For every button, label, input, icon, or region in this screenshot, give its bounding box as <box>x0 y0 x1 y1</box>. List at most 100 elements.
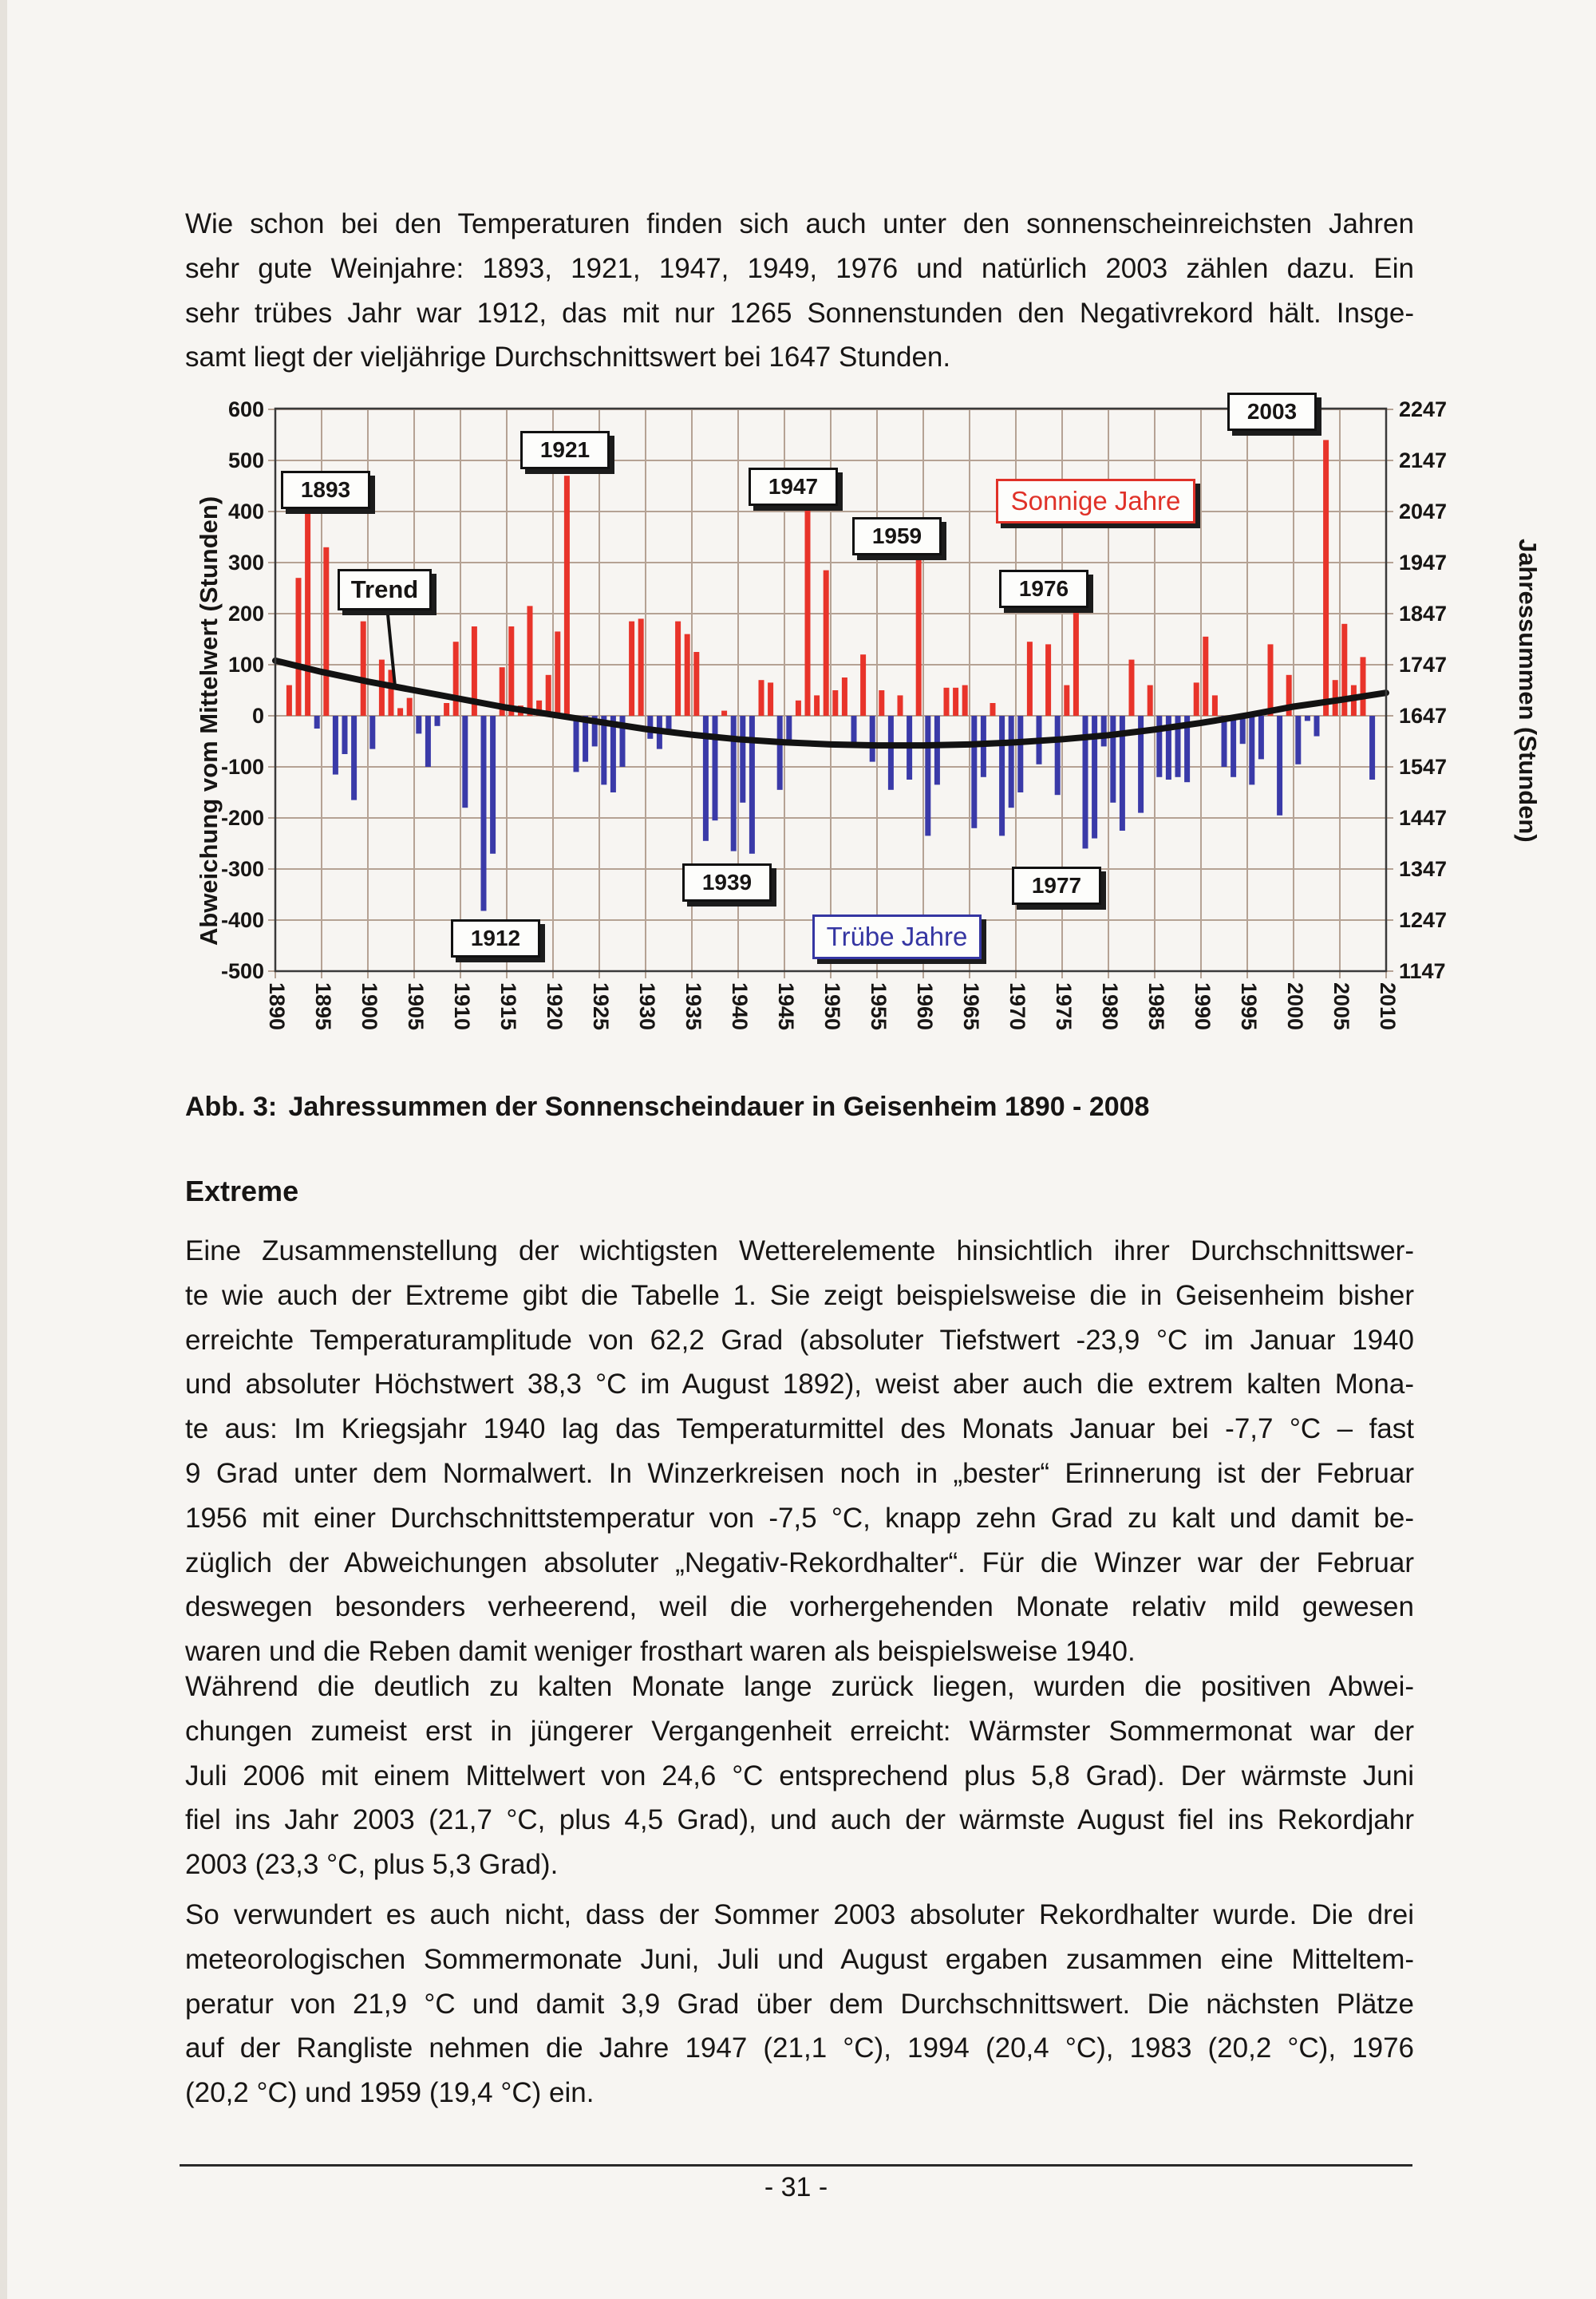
bar-1892 <box>295 578 302 716</box>
bar-1963 <box>953 687 959 716</box>
bar-1941 <box>749 716 755 854</box>
x-tick-1935: 1935 <box>681 982 705 1031</box>
y-axis-left-title: Abweichung vom Mittelwert (Stunden) <box>195 496 223 946</box>
x-tick-1905: 1905 <box>404 982 428 1031</box>
body-paragraph-extreme: Eine Zusammenstellung der wichtigsten We… <box>185 1229 1414 1674</box>
bar-1938 <box>721 710 728 716</box>
bar-1897 <box>342 716 348 754</box>
bar-1970 <box>1017 716 1024 792</box>
bar-1971 <box>1026 642 1033 716</box>
y-tick-right-1147: 1147 <box>1399 959 1446 983</box>
bar-2000 <box>1295 716 1302 764</box>
bar-1998 <box>1277 716 1283 816</box>
annotation-year-1893: 1893 <box>281 471 370 509</box>
y-tick-left--500: -500 <box>220 959 264 983</box>
bar-1950 <box>832 690 839 716</box>
x-tick-1955: 1955 <box>867 982 891 1031</box>
x-tick-1985: 1985 <box>1144 982 1168 1031</box>
bar-1915 <box>508 626 515 716</box>
bar-1965 <box>971 716 978 828</box>
bar-1919 <box>545 674 551 716</box>
bar-1948 <box>814 695 820 716</box>
text-line: und absoluter Höchstwert 38,3 °C im Augu… <box>185 1369 1414 1400</box>
y-tick-right-1347: 1347 <box>1399 857 1448 881</box>
body-paragraph-summer-2003: So verwundert es auch nicht, dass der So… <box>185 1893 1414 2115</box>
y-tick-right-1447: 1447 <box>1399 806 1448 830</box>
bar-1946 <box>795 700 801 716</box>
bar-1924 <box>591 716 598 747</box>
bar-1940 <box>740 716 746 803</box>
bar-1939 <box>730 716 737 851</box>
x-tick-1990: 1990 <box>1191 982 1215 1031</box>
section-heading-extreme: Extreme <box>185 1175 299 1207</box>
bar-1986 <box>1165 716 1171 780</box>
bar-2002 <box>1314 716 1320 737</box>
bar-1964 <box>962 685 968 716</box>
figure-caption-number: Abb. 3: <box>185 1092 278 1122</box>
bar-1951 <box>841 677 847 716</box>
footer-rule <box>180 2164 1412 2167</box>
bar-1943 <box>768 682 774 716</box>
bar-1898 <box>351 716 358 800</box>
x-tick-2010: 2010 <box>1376 982 1400 1031</box>
bar-1932 <box>666 716 672 732</box>
x-tick-1945: 1945 <box>774 982 798 1031</box>
bar-1904 <box>406 697 413 716</box>
y-tick-left-300: 300 <box>227 551 264 575</box>
text-line: Wie schon bei den Temperaturen finden si… <box>185 208 1414 239</box>
text-line: züglich der Abweichungen absoluter „Nega… <box>185 1546 1414 1578</box>
bar-1905 <box>416 716 422 734</box>
bar-1960 <box>925 716 931 836</box>
text-line: 2003 (23,3 °C, plus 5,3 Grad). <box>185 1849 559 1881</box>
bar-1969 <box>1008 716 1014 808</box>
legend-cloudy-years: Trübe Jahre <box>812 914 982 959</box>
x-tick-1980: 1980 <box>1098 982 1122 1031</box>
body-paragraph-warm-months: Während die deutlich zu kalten Monate la… <box>185 1665 1414 1887</box>
bar-1989 <box>1193 682 1199 716</box>
annotation-year-1939: 1939 <box>682 863 772 902</box>
y-tick-left-400: 400 <box>227 500 264 523</box>
bar-1926 <box>610 716 616 792</box>
bar-1983 <box>1138 716 1144 813</box>
bar-1936 <box>702 716 709 841</box>
bar-1894 <box>314 716 320 729</box>
bar-2005 <box>1341 623 1348 716</box>
bar-1907 <box>434 716 440 726</box>
text-line: 1956 mit einer Durchschnittstemperatur v… <box>185 1502 1414 1534</box>
annotation-year-1959: 1959 <box>852 517 942 555</box>
bar-2008 <box>1369 716 1376 780</box>
bar-1952 <box>851 716 857 747</box>
text-line: samt liegt der vieljährige Durchschnitts… <box>185 342 951 373</box>
bar-1933 <box>675 621 681 716</box>
y-tick-right-1547: 1547 <box>1399 755 1448 779</box>
x-tick-1970: 1970 <box>1005 982 1029 1031</box>
x-tick-1975: 1975 <box>1052 982 1076 1031</box>
figure-caption-text: Jahressummen der Sonnenscheindauer in Ge… <box>288 1092 1150 1122</box>
bar-1984 <box>1147 685 1153 716</box>
bar-1937 <box>712 716 718 821</box>
y-tick-left-100: 100 <box>227 653 264 677</box>
bar-1925 <box>601 716 607 785</box>
x-tick-1920: 1920 <box>543 982 567 1031</box>
bar-2001 <box>1304 716 1310 721</box>
bar-1947 <box>804 508 811 716</box>
annotation-year-1912: 1912 <box>451 919 540 958</box>
bar-1959 <box>915 555 922 716</box>
bar-1949 <box>823 570 829 716</box>
plot-border <box>274 407 1388 973</box>
y-tick-right-1647: 1647 <box>1399 704 1448 728</box>
x-tick-1910: 1910 <box>450 982 474 1031</box>
bar-1973 <box>1045 644 1052 716</box>
bar-1918 <box>536 700 543 716</box>
bar-1902 <box>388 670 394 716</box>
text-line: sehr gute Weinjahre: 1893, 1921, 1947, 1… <box>185 252 1414 284</box>
page-number: - 31 - <box>764 2172 828 2202</box>
trend-line <box>272 657 1389 749</box>
text-line: peratur von 21,9 °C und damit 3,9 Grad ü… <box>185 1988 1414 2020</box>
bar-1995 <box>1249 716 1255 785</box>
body-paragraph-intro: Wie schon bei den Temperaturen finden si… <box>185 202 1414 380</box>
text-line: So verwundert es auch nicht, dass der So… <box>185 1899 1414 1930</box>
x-tick-1925: 1925 <box>589 982 613 1031</box>
bar-1929 <box>638 618 644 716</box>
bar-1996 <box>1258 716 1264 760</box>
